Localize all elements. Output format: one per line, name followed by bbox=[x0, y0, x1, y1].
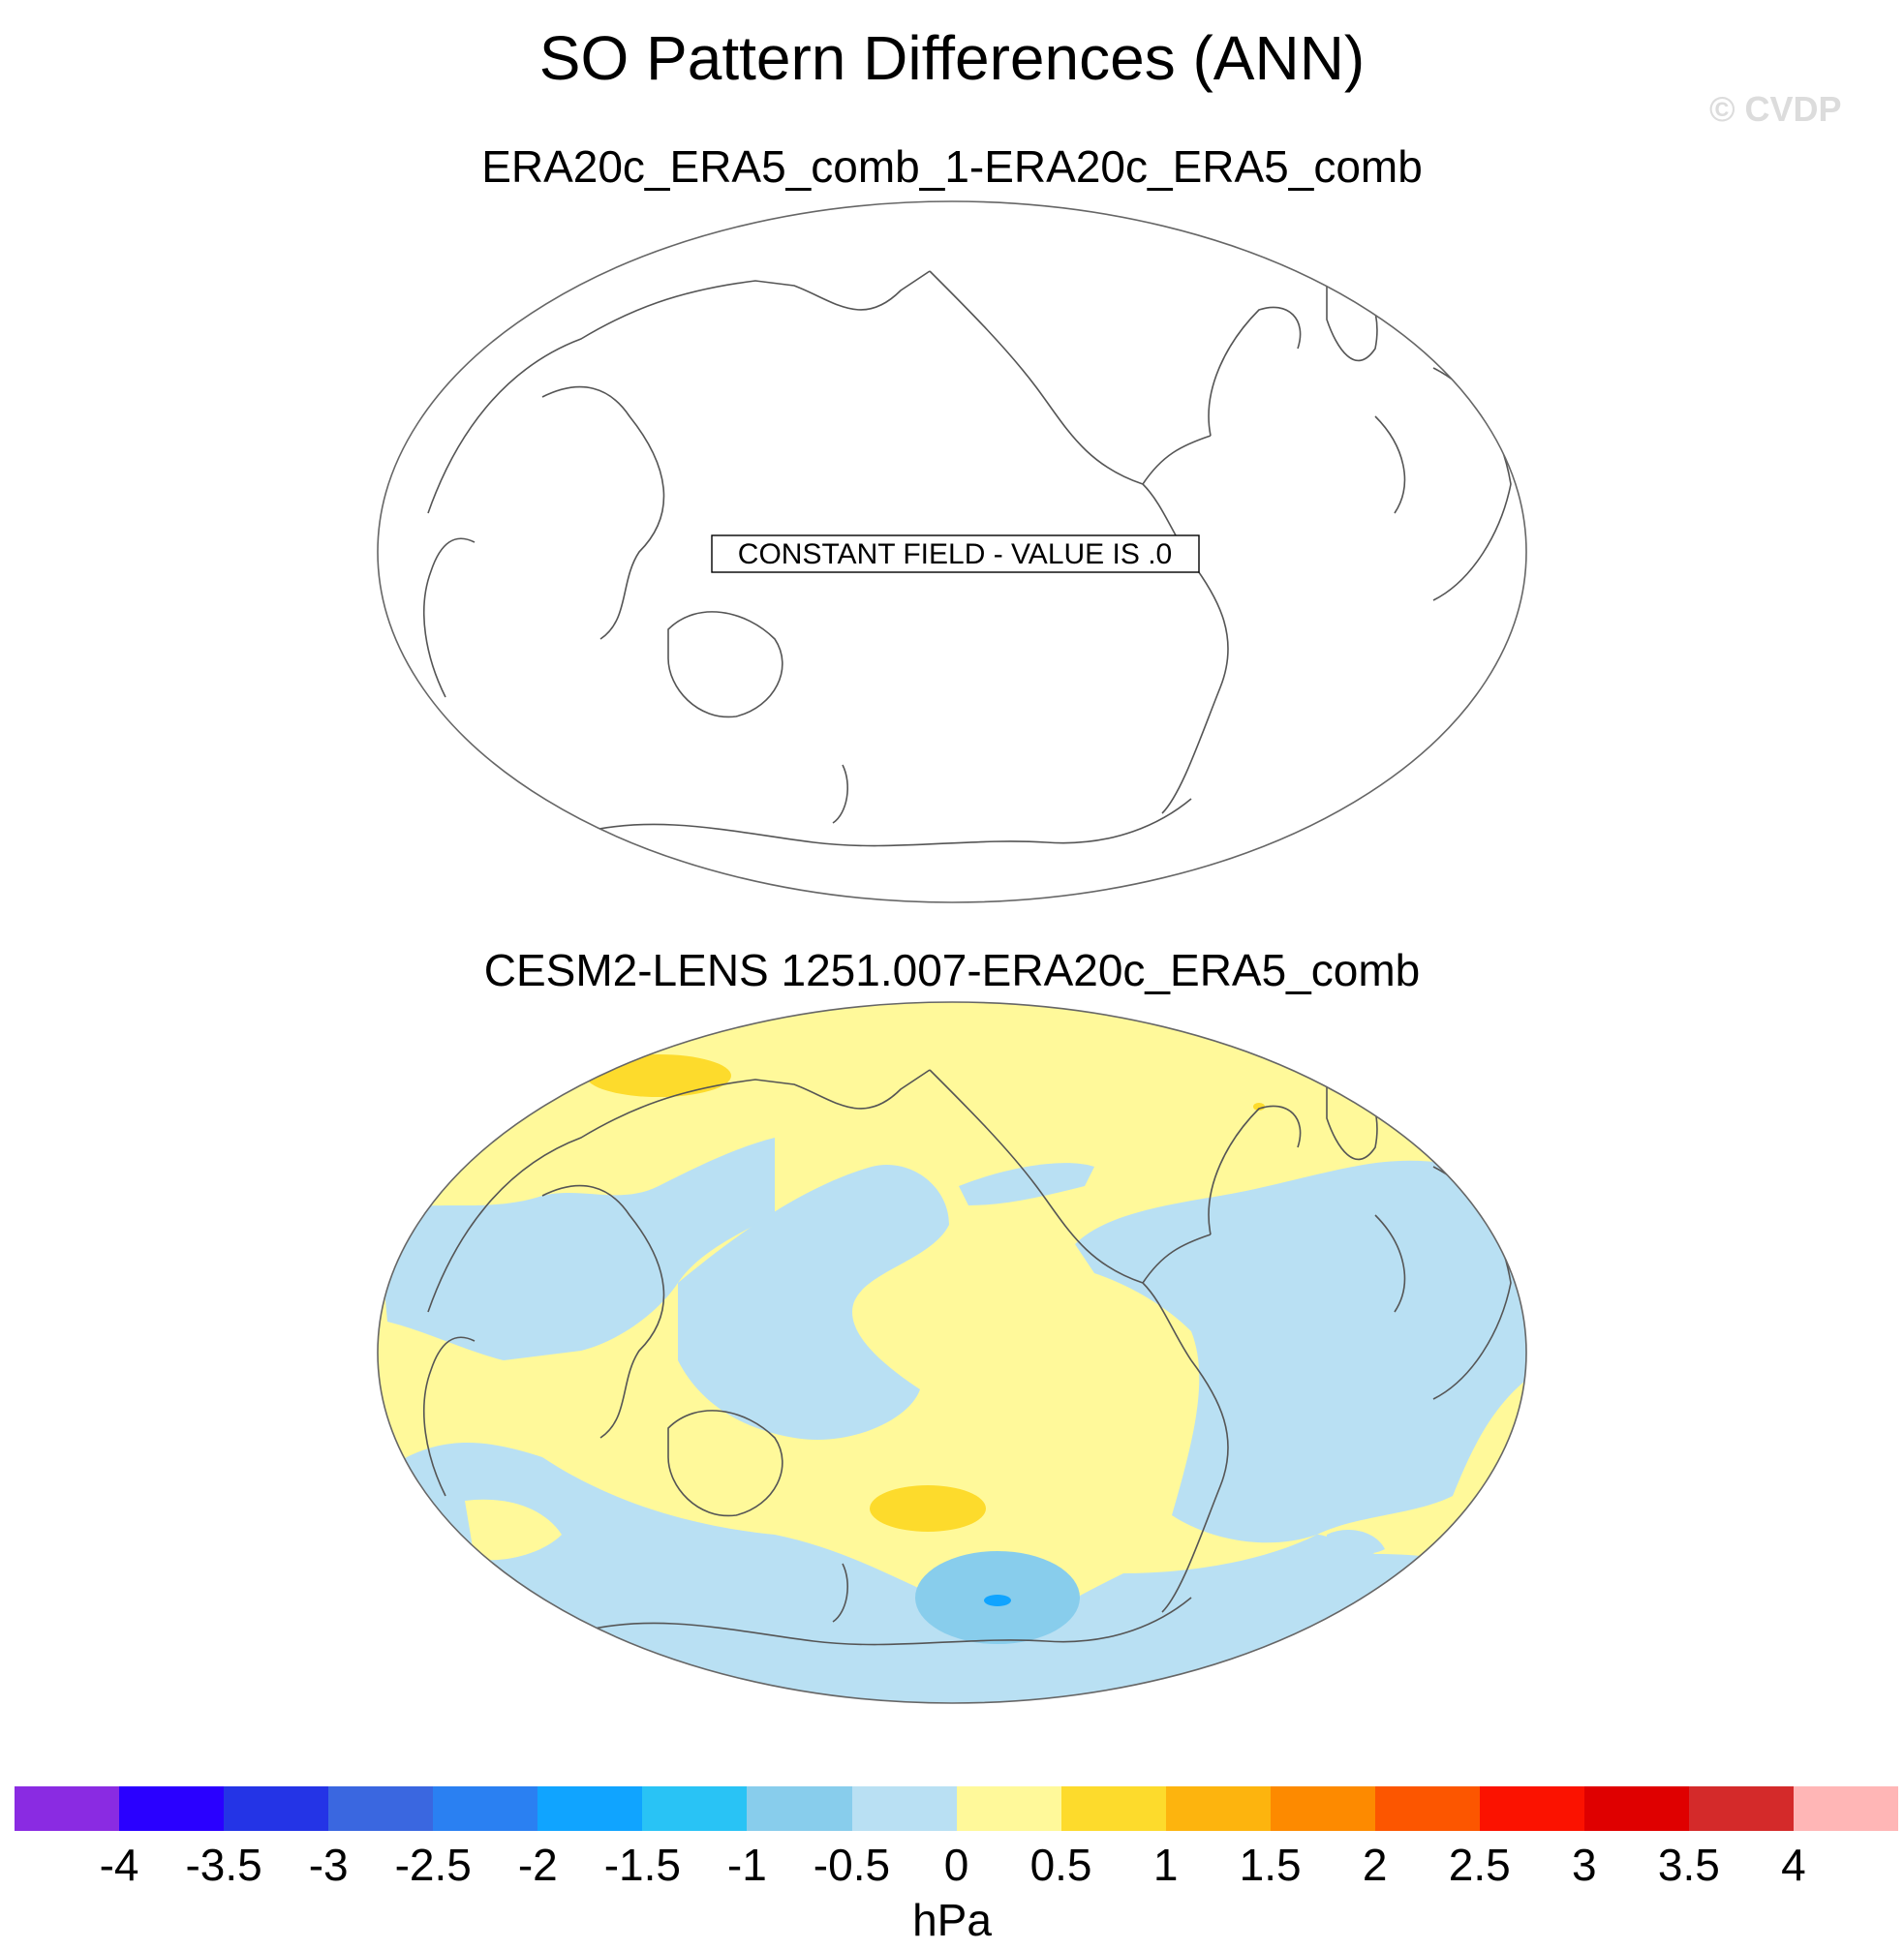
colorbar-tick-label: 2 bbox=[1362, 1840, 1388, 1890]
colorbar-swatch bbox=[1270, 1786, 1375, 1831]
colorbar-swatch bbox=[1479, 1786, 1584, 1831]
colorbar-swatch bbox=[1374, 1786, 1480, 1831]
colorbar-tick-label: -2.5 bbox=[394, 1840, 472, 1890]
colorbar-tick-label: -3.5 bbox=[185, 1840, 262, 1890]
colorbar-tick-label: -2 bbox=[517, 1840, 558, 1890]
colorbar-swatch bbox=[956, 1786, 1061, 1831]
panel-2-map bbox=[377, 1001, 1527, 1704]
panel-1-title: ERA20c_ERA5_comb_1-ERA20c_ERA5_comb bbox=[481, 141, 1423, 192]
colorbar-tick-label: 3 bbox=[1572, 1840, 1597, 1890]
colorbar-swatch bbox=[119, 1786, 225, 1831]
colorbar-swatch bbox=[1583, 1786, 1689, 1831]
colorbar-swatch bbox=[851, 1786, 957, 1831]
colorbar-tick-label: 4 bbox=[1781, 1840, 1806, 1890]
constant-field-note: CONSTANT FIELD - VALUE IS .0 bbox=[738, 538, 1172, 570]
colorbar-tick-label: 0 bbox=[943, 1840, 969, 1890]
colorbar-swatch bbox=[747, 1786, 852, 1831]
colorbar-tick-label: -4 bbox=[99, 1840, 139, 1890]
colorbar-tick-label: 1 bbox=[1152, 1840, 1179, 1890]
colorbar-tick-label: -3 bbox=[308, 1840, 349, 1890]
panel-2-title: CESM2-LENS 1251.007-ERA20c_ERA5_comb bbox=[483, 945, 1421, 995]
panel-1-map: CONSTANT FIELD - VALUE IS .0 bbox=[377, 200, 1527, 903]
colorbar-tick-label: -0.5 bbox=[813, 1840, 891, 1890]
credit-watermark: © CVDP bbox=[1709, 89, 1842, 129]
colorbar-tick-label: 3.5 bbox=[1657, 1840, 1720, 1890]
positive-anomaly-highlights bbox=[586, 1054, 1265, 1532]
colorbar-swatch bbox=[1689, 1786, 1795, 1831]
colorbar-swatch bbox=[1060, 1786, 1166, 1831]
colorbar-tick-label: 0.5 bbox=[1029, 1840, 1092, 1890]
colorbar-swatch bbox=[1794, 1786, 1899, 1831]
colorbar bbox=[15, 1786, 1899, 1831]
strong-negative-anomaly bbox=[915, 1551, 1080, 1644]
colorbar-swatch bbox=[642, 1786, 748, 1831]
colorbar-tick-labels: -4 -3.5 -3 -2.5 -2 -1.5 -1 -0.5 0 0.5 1 1.5 2 2.5 3 3.5… bbox=[0, 1838, 1904, 1896]
colorbar-swatch bbox=[537, 1786, 643, 1831]
colorbar-units: hPa bbox=[912, 1895, 992, 1945]
colorbar-tick-label: -1.5 bbox=[603, 1840, 681, 1890]
colorbar-swatch bbox=[15, 1786, 120, 1831]
negative-anomaly-regions bbox=[378, 1138, 1526, 1703]
colorbar-tick-label: 2.5 bbox=[1448, 1840, 1511, 1890]
colorbar-tick-label: -1 bbox=[726, 1840, 767, 1890]
figure-title: SO Pattern Differences (ANN) bbox=[538, 23, 1366, 93]
colorbar-swatch bbox=[224, 1786, 329, 1831]
colorbar-swatch bbox=[433, 1786, 538, 1831]
colorbar-swatch bbox=[328, 1786, 434, 1831]
colorbar-tick-label: 1.5 bbox=[1239, 1840, 1302, 1890]
colorbar-swatch bbox=[1165, 1786, 1271, 1831]
